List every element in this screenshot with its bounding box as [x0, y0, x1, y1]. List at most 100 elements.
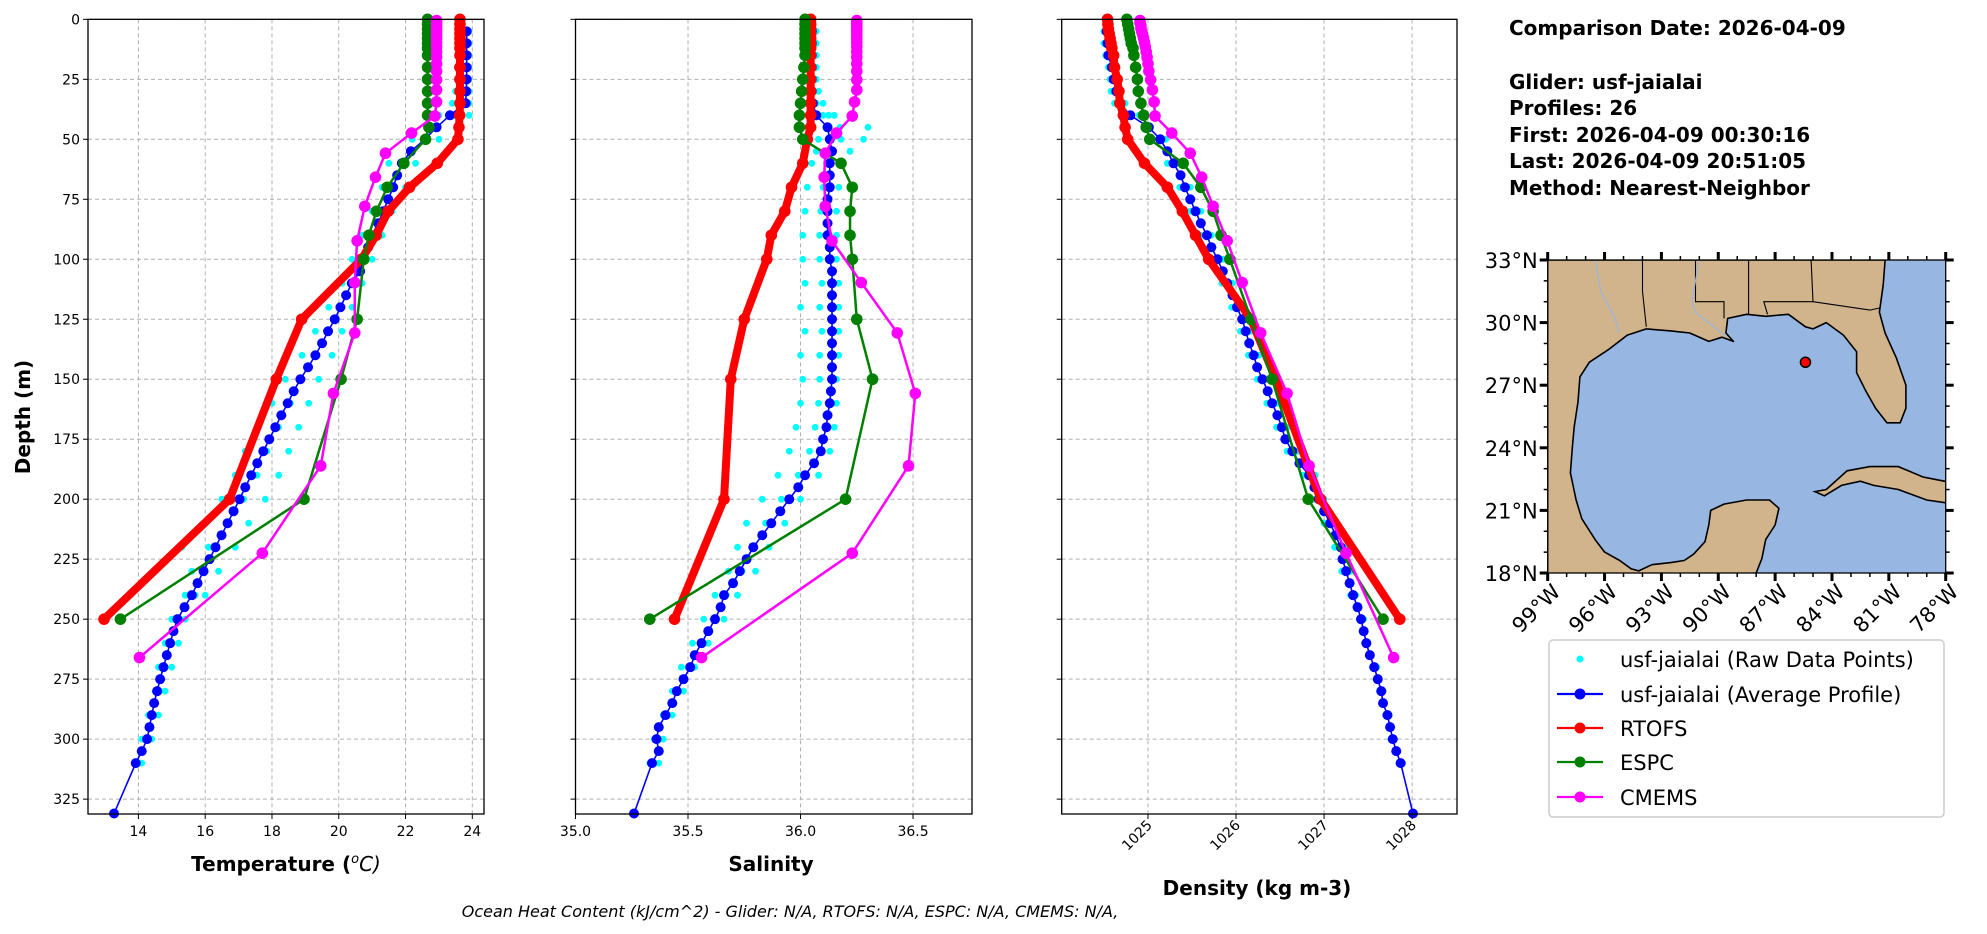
series-point-cmems [909, 387, 922, 400]
raw-data-point [261, 495, 269, 503]
series-point-cmems [846, 547, 859, 559]
series-point-rtofs [453, 121, 465, 134]
raw-data-point [305, 399, 313, 407]
raw-data-point [801, 207, 809, 215]
raw-data-point [835, 327, 843, 335]
series-point-espc [423, 121, 435, 134]
series-point-rtofs [1111, 73, 1123, 86]
series-point-cmems [327, 387, 340, 400]
lon-tick-label: 96°W [1564, 579, 1622, 637]
y-tick-label: 25 [62, 72, 80, 88]
series-point-cmems [818, 171, 830, 184]
legend-marker-icon [1574, 756, 1586, 768]
series-point-cmems [1144, 73, 1157, 86]
series-point-rtofs [1161, 181, 1174, 194]
series-point-rtofs [1138, 157, 1151, 170]
series-point-cmems [1221, 234, 1234, 247]
raw-data-point [811, 423, 819, 431]
x-tick-label: 35.0 [560, 824, 591, 840]
series-point-cmems [1281, 387, 1293, 400]
series-point-average [1155, 134, 1166, 145]
profile-count: Profiles: 26 [1509, 96, 1637, 120]
series-point-rtofs [765, 229, 778, 242]
series-point-average [1387, 734, 1398, 745]
series-point-average [252, 458, 263, 469]
series-point-espc [421, 49, 434, 62]
series-point-average [1364, 650, 1375, 661]
raw-data-point [704, 639, 712, 647]
series-point-average [766, 518, 777, 529]
series-point-cmems [430, 96, 443, 108]
series-point-rtofs [454, 61, 466, 74]
series-point-average [264, 434, 275, 445]
series-point-cmems [830, 127, 843, 139]
series-point-average [824, 182, 835, 193]
series-point-average [186, 590, 197, 601]
series-point-cmems [430, 84, 443, 96]
raw-data-point [275, 471, 283, 479]
location-map: 99°W96°W93°W90°W87°W84°W81°W78°W 33°N 30°N… [1485, 249, 1964, 638]
raw-data-point [311, 327, 319, 335]
raw-data-point [155, 711, 162, 719]
series-point-cmems [429, 110, 441, 122]
series-point-average [1201, 230, 1212, 241]
series-point-rtofs [785, 181, 798, 194]
series-point-rtofs [295, 313, 308, 326]
series-point-espc [794, 97, 807, 110]
series-point-average [1352, 602, 1363, 613]
series-point-espc [1128, 49, 1140, 62]
series-point-rtofs [454, 97, 466, 110]
series-point-average [1376, 686, 1387, 697]
axes-frame [574, 18, 973, 815]
raw-data-point [201, 591, 209, 599]
series-point-rtofs [1189, 229, 1202, 242]
river [1594, 260, 1621, 334]
raw-data-point [818, 279, 826, 287]
series-point-average [1267, 398, 1278, 409]
series-point-espc [363, 229, 375, 242]
series-point-rtofs [1107, 49, 1120, 62]
series-point-espc [357, 253, 370, 266]
series-point-cmems [819, 147, 832, 160]
legend-dot-icon [1576, 655, 1584, 663]
series-cmems [133, 14, 443, 664]
series-point-average [310, 350, 321, 361]
series-point-average [329, 314, 340, 325]
series-point-espc [398, 157, 410, 170]
raw-data-point [835, 303, 843, 311]
series-point-cmems [1254, 327, 1267, 339]
series-point-average [800, 470, 811, 481]
series-point-average [827, 350, 838, 361]
raw-data-point [846, 147, 854, 155]
series-point-espc [1140, 121, 1153, 134]
series-point-average [161, 650, 172, 661]
series-point-cmems [358, 200, 371, 213]
series-point-average [1168, 158, 1179, 169]
series-point-cmems [348, 276, 361, 289]
y-tick-label: 0 [71, 12, 80, 28]
series-point-espc [839, 493, 852, 506]
series-point-espc [1266, 373, 1278, 386]
series-point-espc [1177, 157, 1189, 170]
raw-data-point [816, 255, 824, 263]
series-point-average [158, 662, 169, 673]
series-point-average [1358, 626, 1369, 637]
series-point-cmems [369, 171, 382, 184]
series-point-average [149, 698, 160, 709]
glider-name: Glider: usf-jaialai [1509, 70, 1703, 94]
state-border [1641, 260, 1647, 327]
raw-data-point [825, 111, 833, 119]
raw-data-point [794, 471, 802, 479]
legend-item: CMEMS [1557, 786, 1698, 810]
series-point-average [1248, 350, 1259, 361]
x-tick-label: 35.5 [672, 824, 703, 840]
series-point-cmems [314, 460, 327, 472]
raw-data-point [799, 231, 807, 239]
series-point-average [1179, 182, 1190, 193]
series-point-rtofs [452, 133, 464, 146]
raw-data-point [465, 111, 473, 119]
axes-frame [1061, 18, 1458, 815]
raw-data-point [778, 495, 785, 503]
raw-data-point [830, 111, 838, 119]
raw-data-point [435, 135, 443, 143]
